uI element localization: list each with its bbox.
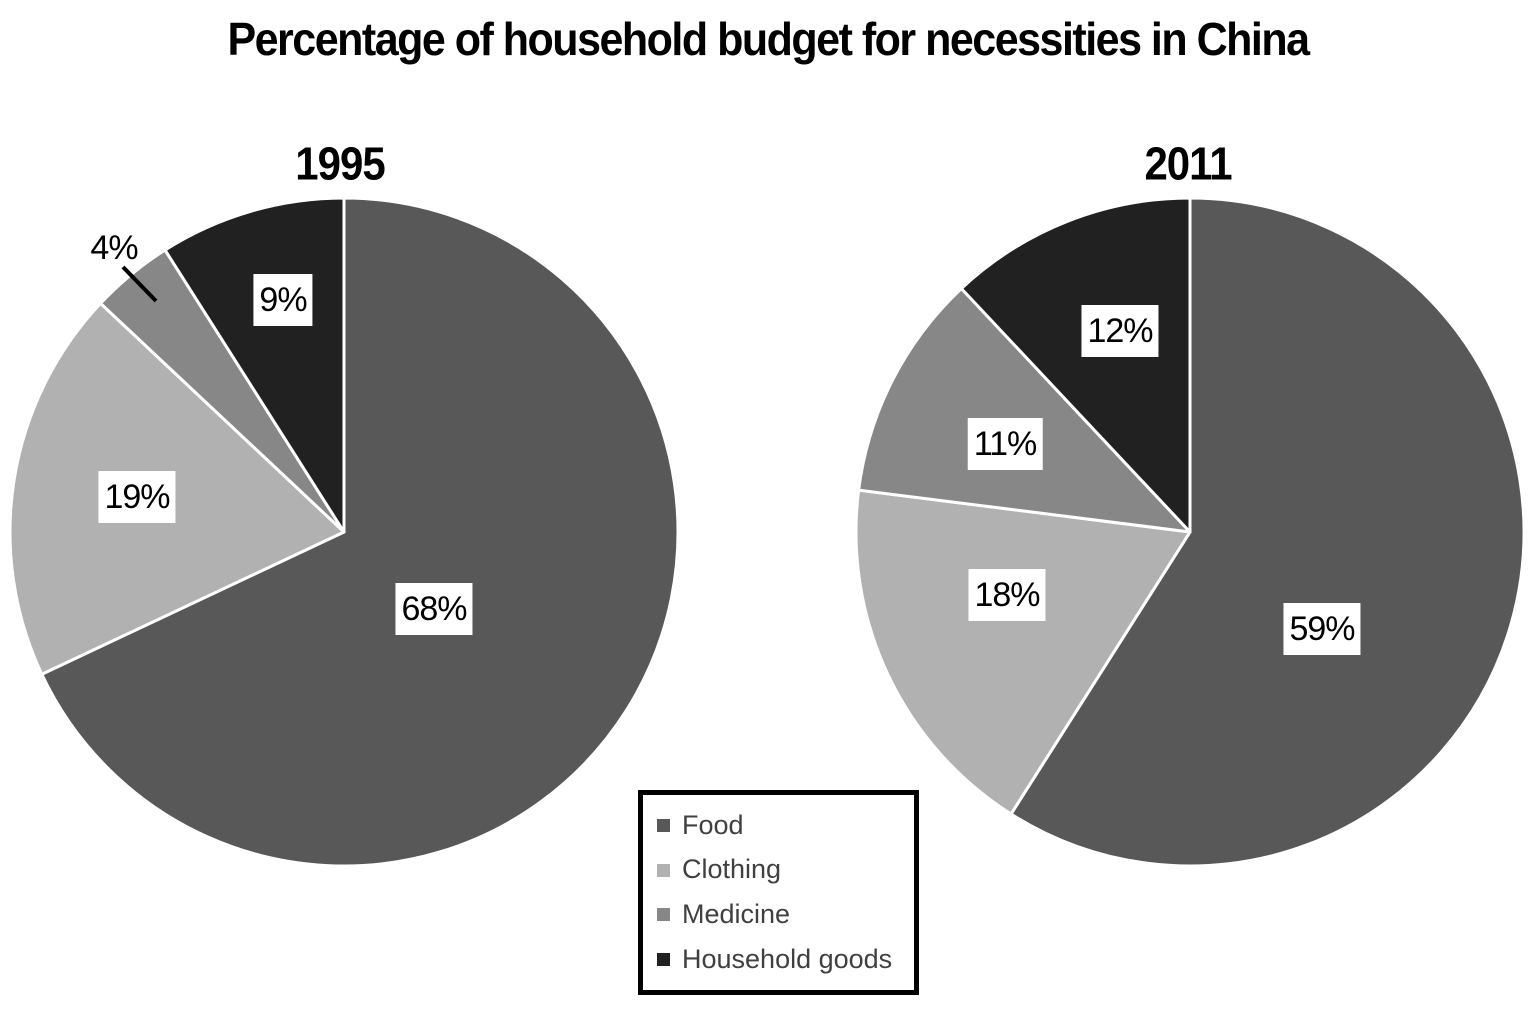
pie-1995-label-clothing: 19% (98, 471, 176, 523)
legend-item-clothing: Clothing (657, 855, 914, 885)
pie-2011-slice-medicine (857, 287, 1192, 534)
pie-1995-slice-food (40, 196, 680, 868)
legend-item-medicine: Medicine (657, 899, 914, 930)
pie-1995-medicine-leader-line (121, 265, 158, 303)
household-goods-swatch-icon (657, 953, 670, 967)
legend-item-household-goods: Household goods (657, 943, 914, 975)
pie-2011-title: 2011 (1144, 137, 1232, 190)
pie-2011-slice-food (1009, 196, 1526, 868)
legend-label-household-goods: Household goods (682, 943, 893, 974)
pie-2011-label-clothing: 18% (968, 569, 1046, 621)
clothing-swatch-icon (657, 863, 670, 877)
pie-2011-slice-household-goods (959, 196, 1192, 534)
food-swatch-icon (657, 818, 670, 832)
pie-1995-label-medicine: 4% (90, 229, 138, 267)
pie-1995-label-food: 68% (395, 583, 473, 635)
pie-1995-slice-clothing (8, 301, 346, 676)
pie-2011-slice-clothing (854, 488, 1192, 816)
pie-1995-label-household-goods: 9% (253, 274, 313, 326)
legend-box: Food Clothing Medicine Household goods (638, 790, 919, 995)
legend-label-clothing: Clothing (682, 854, 782, 885)
legend-label-food: Food (682, 809, 744, 840)
pie-2011-label-household-goods: 12% (1081, 305, 1159, 357)
pie-1995-title: 1995 (295, 137, 385, 190)
medicine-swatch-icon (657, 908, 670, 922)
legend-item-food: Food (657, 809, 914, 841)
pie-2011-label-medicine: 11% (967, 418, 1043, 470)
chart-title: Percentage of household budget for neces… (227, 14, 1310, 66)
legend-label-medicine: Medicine (682, 899, 791, 929)
pie-2011-label-food: 59% (1283, 603, 1361, 655)
